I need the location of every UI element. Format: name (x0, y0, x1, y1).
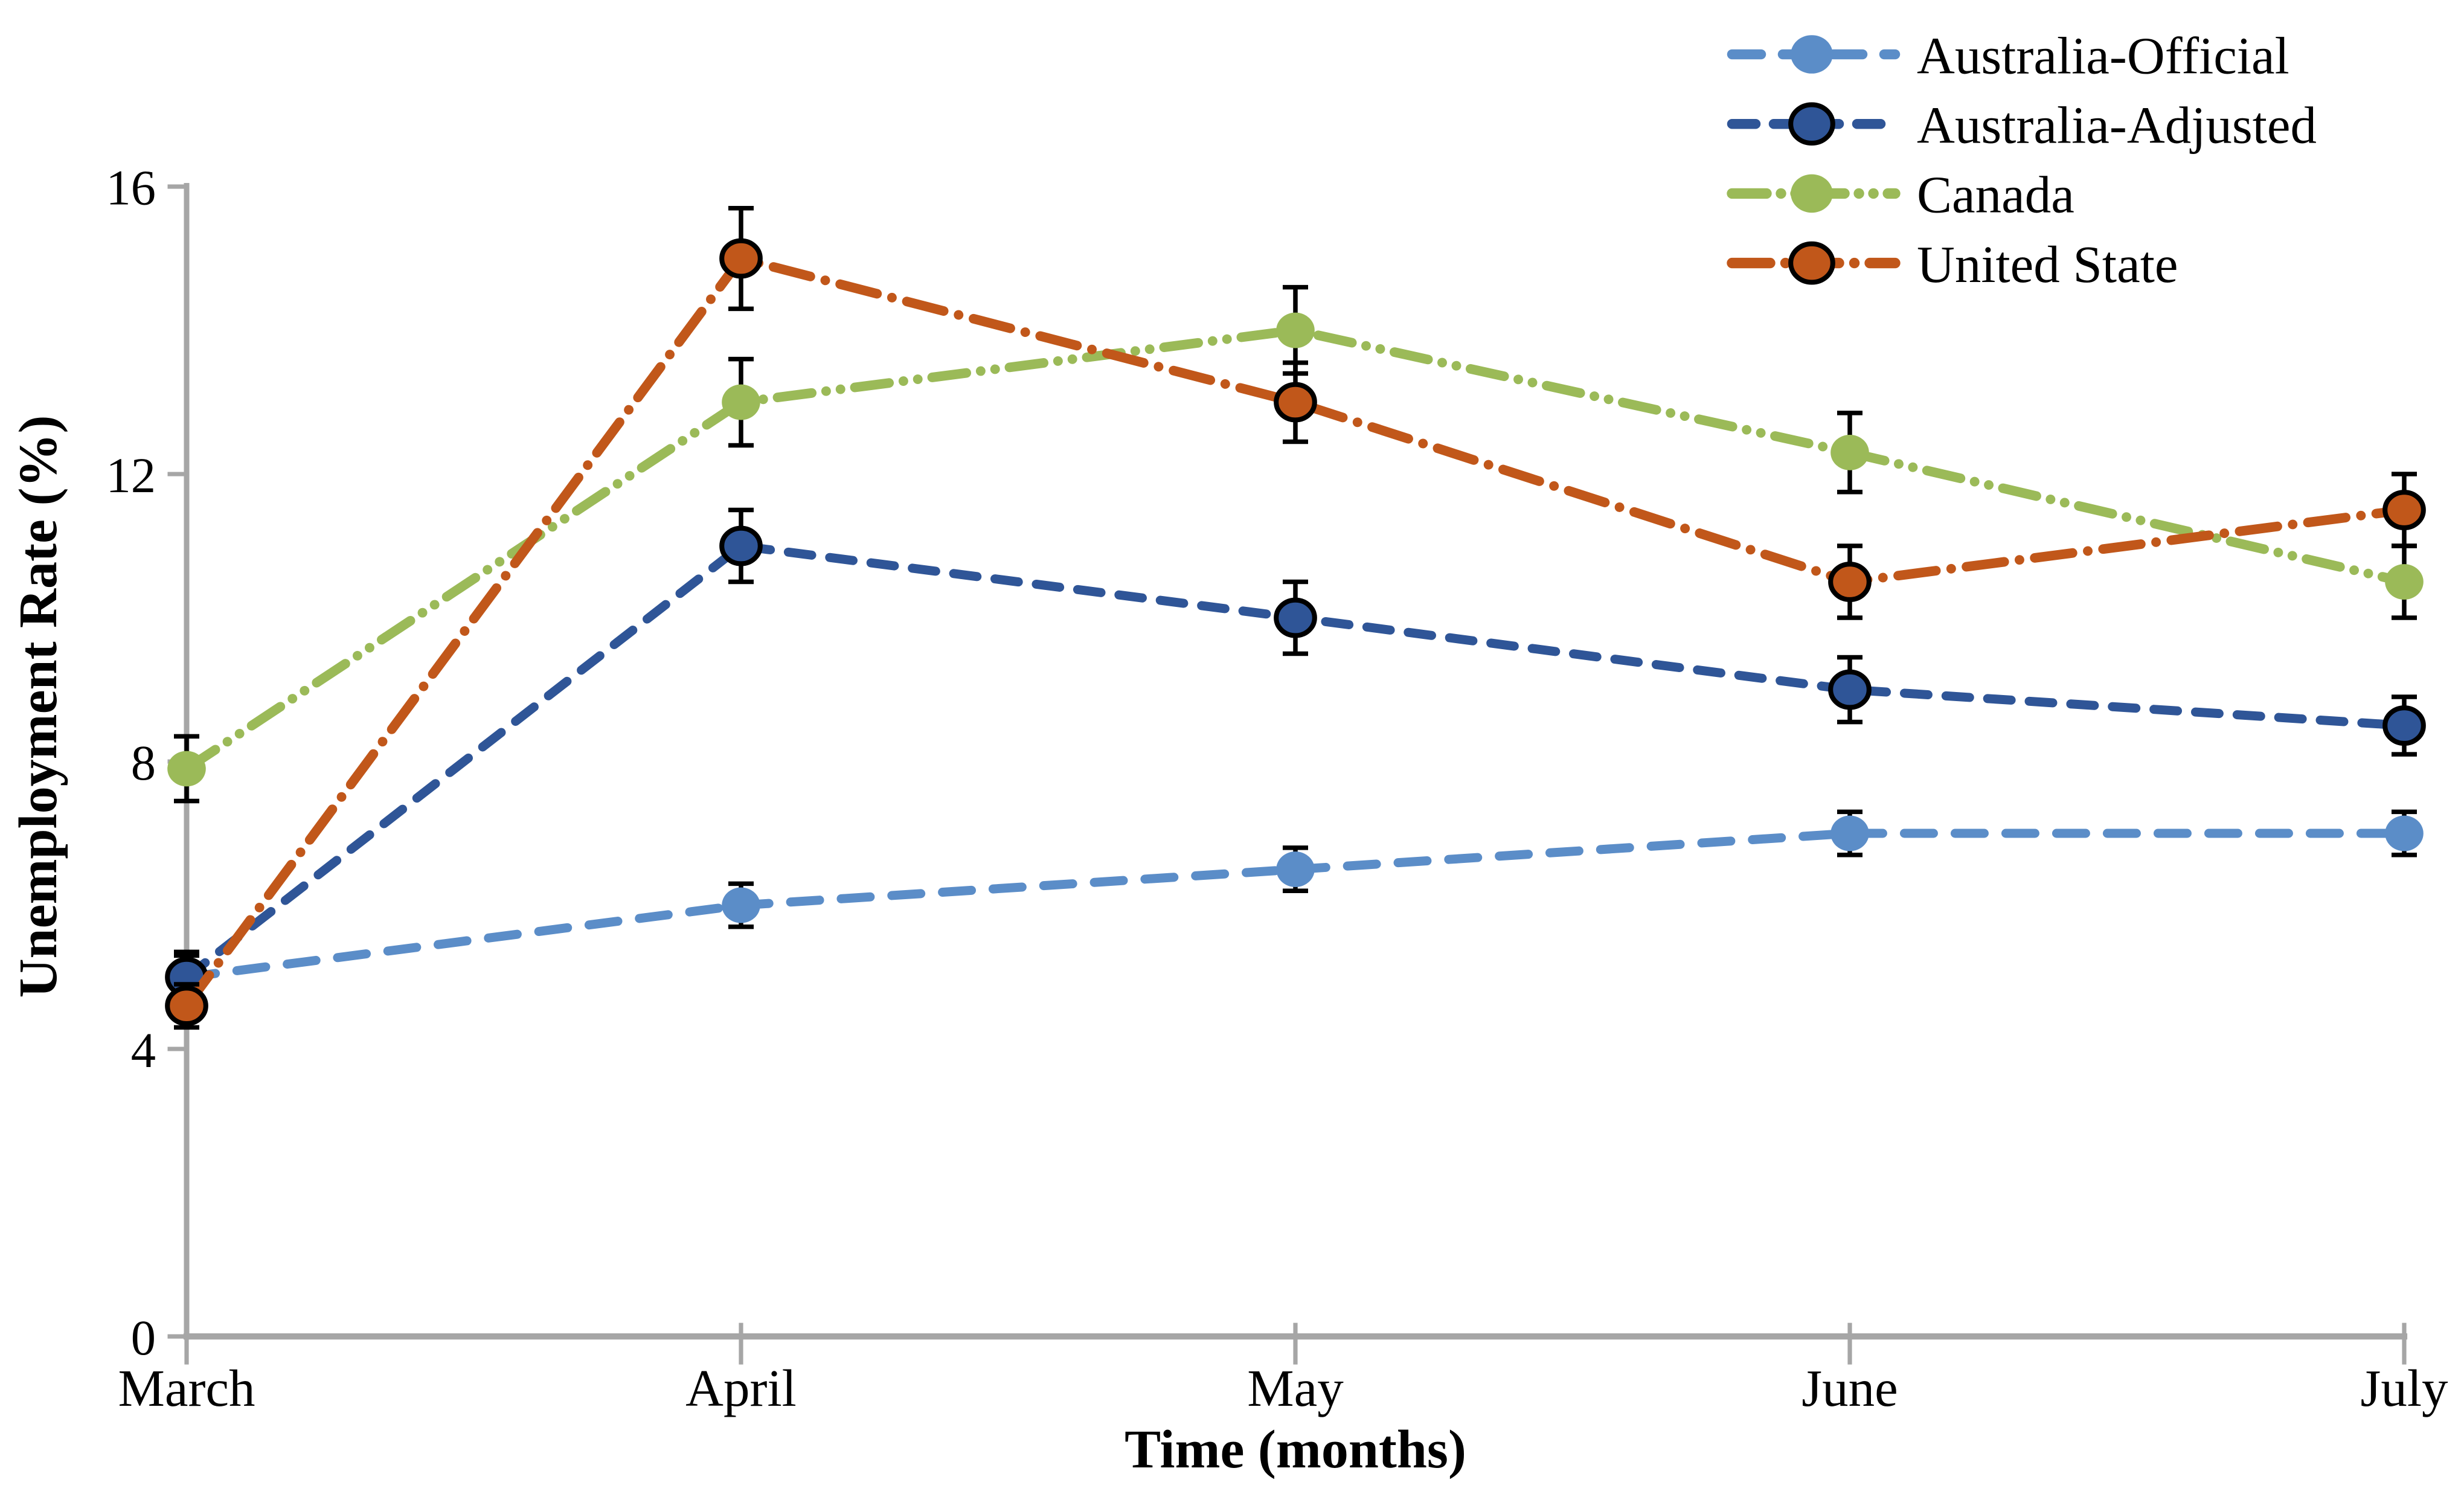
x-tick-label: March (118, 1359, 255, 1417)
legend-label: Australia-Adjusted (1917, 96, 2317, 155)
data-point-marker (2382, 705, 2426, 746)
legend-item-canada: Canada (1727, 165, 2074, 224)
legend-marker (1788, 241, 1835, 285)
x-tick-label: June (1801, 1359, 1898, 1417)
data-point-marker (2385, 564, 2424, 600)
x-tick-label: April (685, 1359, 797, 1417)
data-point-marker (2382, 490, 2426, 531)
y-tick-label: 8 (131, 735, 156, 790)
y-tick-label: 16 (106, 160, 156, 216)
data-point-marker (1276, 312, 1315, 348)
data-point-marker (1274, 597, 1317, 638)
x-tick-label: July (2360, 1359, 2448, 1417)
series-united-state (165, 205, 2426, 1030)
data-point-marker (719, 238, 763, 279)
data-point-marker (167, 751, 206, 787)
series-canada (167, 284, 2424, 804)
legend-marker (1791, 174, 1833, 213)
data-point-marker (719, 525, 763, 566)
data-point-marker (1830, 434, 1869, 470)
data-point-marker (1276, 851, 1315, 887)
data-point-marker (1828, 562, 1872, 603)
series-australia-official (167, 809, 2424, 1001)
data-point-marker (722, 887, 760, 923)
data-point-marker (1828, 669, 1872, 710)
y-tick-label: 0 (131, 1310, 156, 1365)
data-point-marker (722, 384, 760, 420)
legend-label: Australia-Official (1917, 26, 2289, 85)
axes: 0 4 8 12 16 March April May June July (106, 160, 2449, 1417)
data-point-marker (1274, 382, 1317, 423)
series-australia-adjusted (165, 507, 2426, 1005)
y-tick-label: 12 (106, 447, 156, 503)
data-point-marker (2385, 815, 2424, 851)
legend-label: United State (1917, 235, 2178, 293)
legend-item-australia-official: Australia-Official (1727, 26, 2289, 85)
data-point-marker (1830, 815, 1869, 851)
x-axis-title: Time (months) (1125, 1420, 1466, 1479)
x-tick-label: May (1247, 1359, 1344, 1417)
legend-label: Canada (1917, 165, 2074, 224)
series-line (182, 325, 2409, 774)
legend: Australia-Official Australia-Adjusted Cana… (1727, 26, 2317, 293)
legend-item-australia-adjusted: Australia-Adjusted (1727, 96, 2317, 155)
data-point-marker (165, 986, 208, 1027)
legend-item-united-state: United State (1727, 235, 2178, 293)
y-tick-label: 4 (131, 1022, 156, 1078)
legend-marker (1791, 35, 1833, 74)
legend-marker (1788, 102, 1835, 146)
y-axis-title: Unemployment Rate (%) (8, 415, 68, 998)
